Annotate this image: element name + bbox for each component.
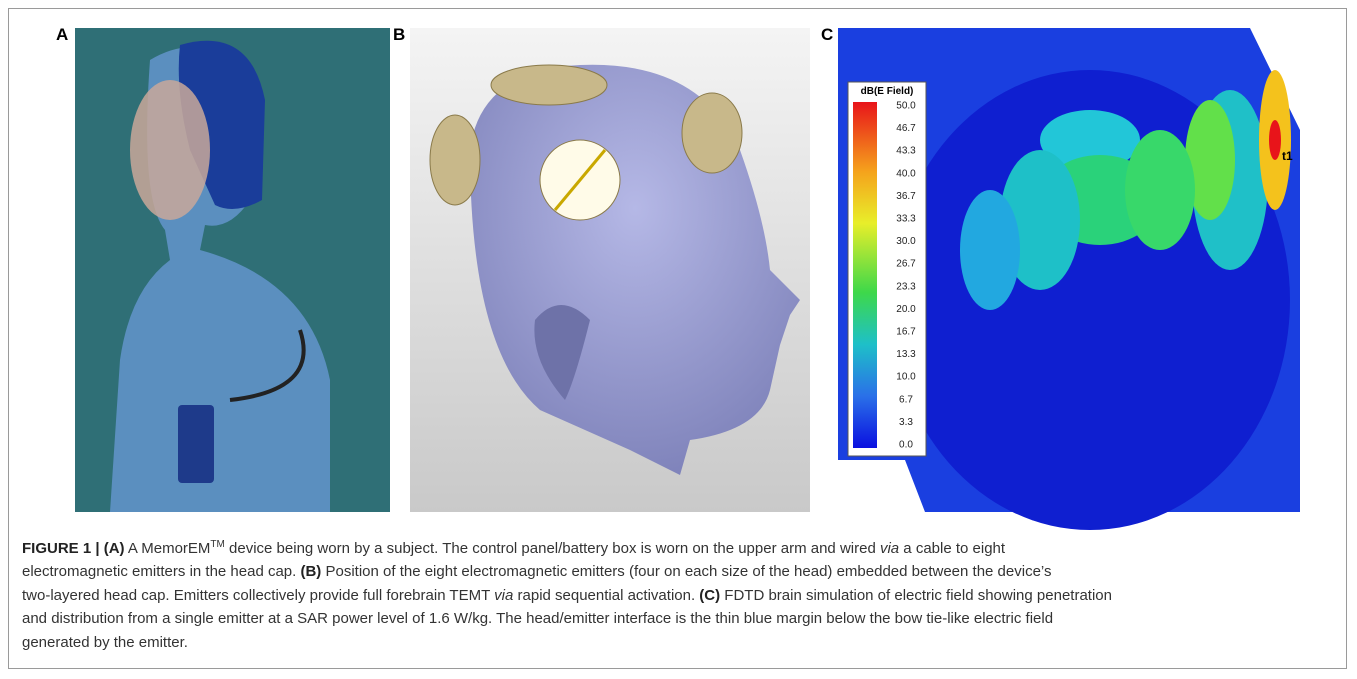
caption-text: (A) [103, 540, 125, 557]
colorbar-tick-label: 0.0 [899, 440, 913, 451]
caption-text: and distribution from a single emitter a… [22, 610, 1054, 628]
caption-text: A MemorEM [124, 540, 211, 557]
colorbar-tick-label: 50.0 [896, 101, 916, 112]
caption-text: (C) [699, 586, 721, 604]
colorbar-tick-label: 26.7 [896, 259, 916, 270]
colorbar-title: dB(E Field) [861, 86, 914, 97]
colorbar-tick-label: 30.0 [896, 236, 916, 247]
model-panel-b [410, 28, 810, 512]
colorbar-tick-label: 3.3 [899, 417, 913, 428]
panel-label: C [821, 25, 833, 44]
photo-panel-a [75, 28, 390, 513]
annotation: t1 [1282, 149, 1293, 163]
caption-text: electromagnetic emitters in the head cap… [22, 563, 301, 581]
figure-frame [8, 8, 1347, 669]
colorbar-tick-label: 13.3 [896, 349, 916, 360]
colorbar: dB(E Field) [847, 81, 927, 457]
caption-text: FDTD brain simulation of electric field … [720, 586, 1112, 604]
colorbar-tick-label: 6.7 [899, 394, 913, 405]
caption-text: rapid sequential activation. [513, 586, 700, 604]
caption-text: via [494, 586, 514, 604]
colorbar-tick-label: 36.7 [896, 191, 916, 202]
caption-text: FIGURE 1 | [22, 540, 104, 557]
colorbar-tick-label: 23.3 [896, 281, 916, 292]
panel-label: A [56, 25, 68, 44]
caption-text: device being worn by a subject. The cont… [224, 540, 880, 557]
caption-text: a cable to eight [899, 540, 1006, 557]
panel-label: B [393, 25, 405, 44]
caption-text: TM [210, 539, 225, 550]
colorbar-tick-label: 40.0 [896, 168, 916, 179]
caption: FIGURE 1 | (A) A MemorEMTM device being … [22, 533, 1112, 654]
colorbar-tick-label: 46.7 [896, 123, 916, 134]
caption-text: generated by the emitter. [22, 633, 188, 651]
caption-text: Position of the eight electromagnetic em… [321, 563, 1052, 581]
simulation-panel-c [838, 28, 1300, 530]
colorbar-tick-label: 20.0 [896, 304, 916, 315]
colorbar-tick-label: 33.3 [896, 214, 916, 225]
colorbar-tick-label: 10.0 [896, 372, 916, 383]
colorbar-tick-label: 16.7 [896, 327, 916, 338]
caption-text: (B) [300, 563, 322, 581]
colorbar-tick-label: 43.3 [896, 146, 916, 157]
caption-text: via [879, 540, 900, 557]
caption-text: two-layered head cap. Emitters collectiv… [22, 586, 495, 604]
